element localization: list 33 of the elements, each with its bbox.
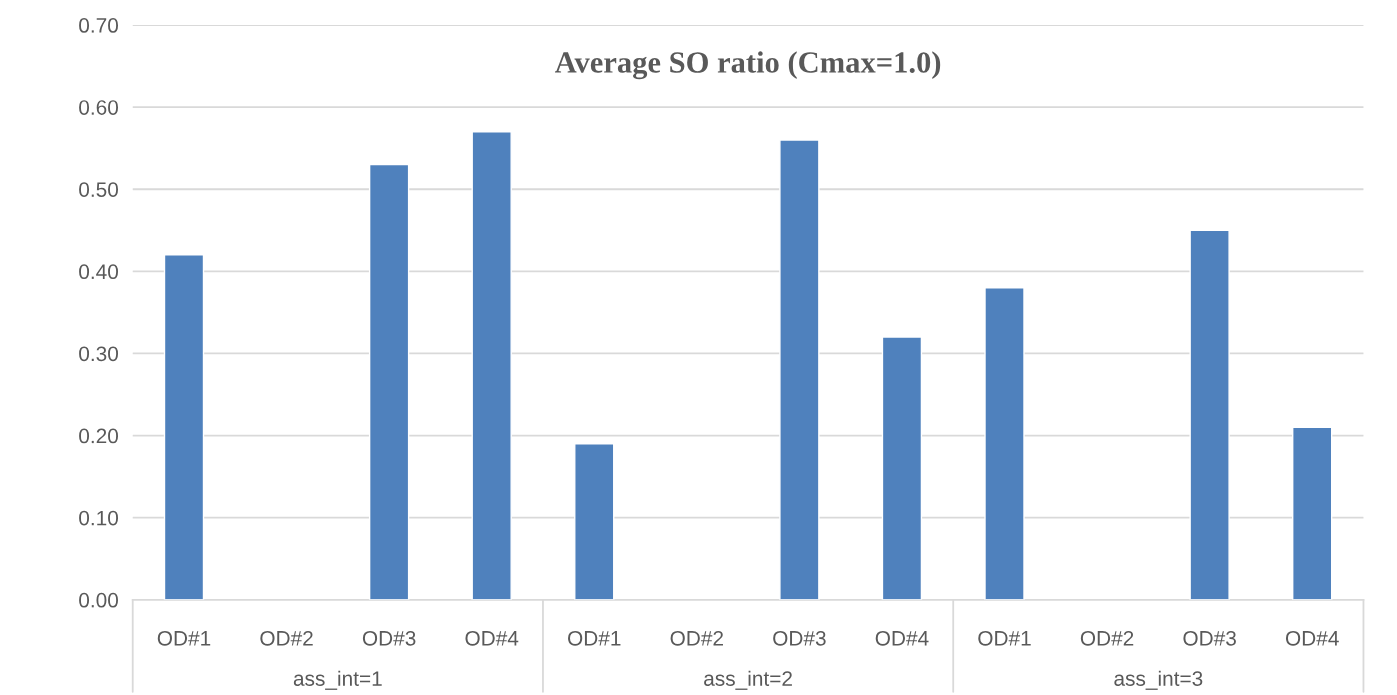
x-tick-label: OD#1 [568,630,621,646]
y-tick-label: 0.40 [79,264,119,280]
y-tick-label: 0.60 [79,100,119,115]
bar [984,287,1025,600]
bar [1292,426,1333,600]
y-tick-label: 0.70 [79,18,119,33]
x-tick-label: OD#1 [978,630,1031,646]
y-tick-label: 0.00 [79,592,119,608]
x-tick-label: OD#4 [1285,630,1339,646]
bar [881,336,923,600]
text: Average SO ratio (Cmax=1.0) [554,51,941,80]
x-tick-label: OD#3 [362,630,416,646]
bar [1189,229,1230,600]
bar [779,139,820,600]
y-tick-label: 0.20 [79,428,119,444]
bar [471,131,512,600]
x-tick-label: OD#3 [1183,630,1236,646]
x-tick-label: OD#2 [670,630,723,646]
y-tick-label: 0.10 [79,510,119,526]
text: ass_int=3 [1114,670,1203,690]
x-tick-label: OD#4 [465,630,519,646]
x-tick-label: OD#2 [1080,630,1134,646]
bar [163,254,205,600]
bar [574,443,615,600]
text: ass_int=2 [704,670,792,690]
x-tick-label: OD#1 [157,630,211,646]
x-tick-label: OD#3 [773,630,826,646]
bar [368,163,410,600]
text: ass_int=1 [293,670,382,690]
x-tick-label: OD#2 [260,630,313,646]
x-tick-label: OD#4 [875,630,929,646]
y-tick-label: 0.50 [79,182,119,197]
y-tick-label: 0.30 [79,346,119,362]
